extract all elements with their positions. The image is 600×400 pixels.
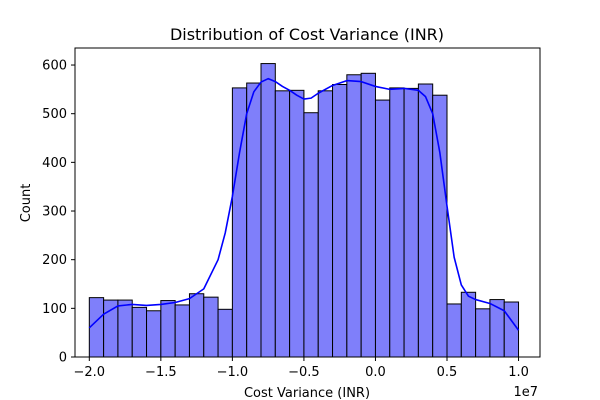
- histogram-bar: [88, 297, 105, 358]
- kde-layer: [88, 77, 520, 331]
- y-tick-label: 100: [42, 302, 67, 317]
- histogram-bar: [460, 291, 477, 358]
- histogram-bar: [389, 87, 405, 358]
- y-tick-label: 500: [42, 107, 67, 122]
- y-axis: 0 100 200 300 400 500 600: [42, 59, 75, 366]
- x-tick-label: −2.0: [74, 365, 106, 380]
- x-tick-label: −1.0: [217, 365, 249, 380]
- histogram-bar: [103, 299, 119, 358]
- x-tick-label: −1.5: [145, 365, 177, 380]
- chart-title: Distribution of Cost Variance (INR): [170, 25, 444, 44]
- histogram-bar: [146, 310, 162, 358]
- histogram-bar: [360, 72, 376, 358]
- y-tick-label: 400: [42, 156, 67, 171]
- histogram-bar: [117, 299, 133, 358]
- histogram-bar: [217, 308, 233, 358]
- histogram-bar: [303, 112, 319, 358]
- x-tick-label: −0.5: [288, 365, 320, 380]
- x-tick-label: 0.0: [365, 365, 386, 380]
- x-axis: −2.0 −1.5 −1.0 −0.5 0.0 0.5 1.0: [74, 357, 529, 380]
- y-axis-title: Count: [19, 184, 34, 223]
- histogram-bar: [246, 82, 262, 358]
- y-tick-label: 300: [42, 205, 67, 220]
- histogram-bar: [446, 303, 462, 358]
- histogram-bar: [260, 63, 276, 358]
- y-tick-label: 200: [42, 253, 67, 268]
- histogram-bar: [274, 90, 291, 358]
- histogram-bar: [489, 299, 505, 358]
- plot-frame: [74, 47, 541, 358]
- histogram-bar: [332, 83, 348, 358]
- histogram-bar: [475, 308, 491, 358]
- x-tick-label: 1.0: [508, 365, 529, 380]
- bars-layer: [88, 63, 520, 358]
- histogram-bar: [188, 293, 205, 358]
- kde-line: [88, 77, 520, 331]
- histogram-bar: [289, 89, 305, 358]
- y-tick-label: 0: [59, 351, 67, 366]
- histogram-bar: [417, 83, 434, 358]
- histogram-bar: [203, 296, 219, 358]
- histogram-bar: [174, 304, 190, 358]
- histogram-bar: [403, 87, 419, 358]
- y-tick-label: 600: [42, 59, 67, 74]
- histogram-bar: [317, 90, 334, 358]
- histogram-bar: [432, 94, 448, 358]
- histogram-bar: [346, 74, 362, 358]
- x-axis-offset-label: 1e7: [513, 385, 538, 400]
- histogram-bar: [160, 300, 176, 358]
- x-axis-title: Cost Variance (INR): [244, 386, 370, 400]
- histogram-bar: [374, 99, 391, 358]
- histogram-bar: [503, 301, 520, 358]
- x-tick-label: 0.5: [437, 365, 458, 380]
- histogram-bar: [131, 306, 148, 358]
